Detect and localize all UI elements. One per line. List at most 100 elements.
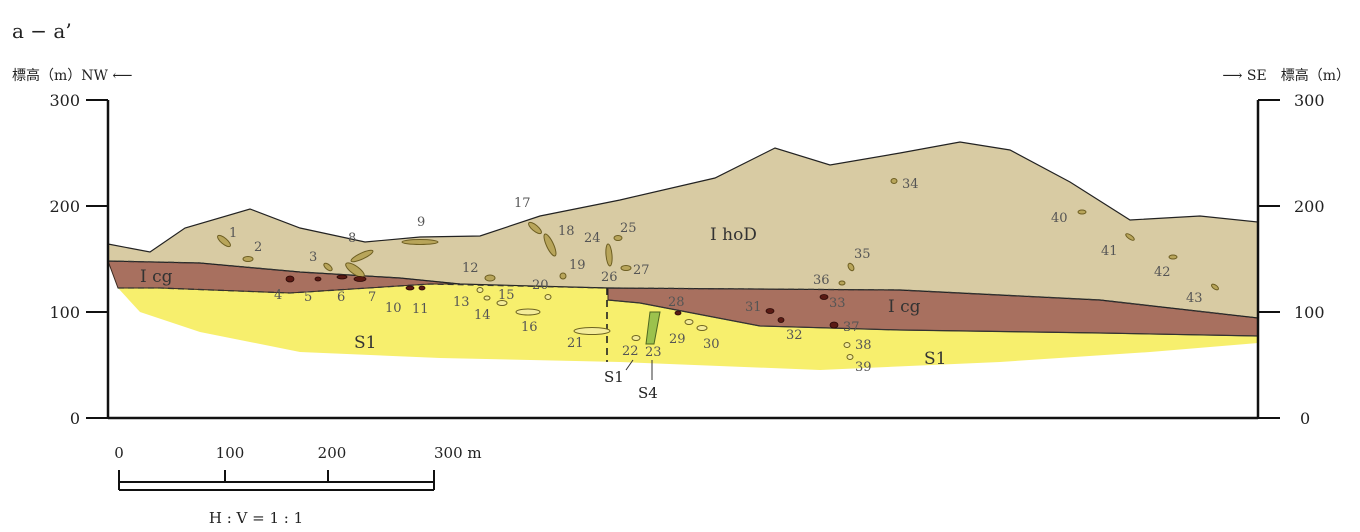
lens [496,300,508,306]
sample-number: 34 [902,177,919,192]
unit-label-s4-bottom: S4 [638,384,658,402]
sample-number: 41 [1101,244,1118,259]
lens [543,233,557,257]
scale-ratio: H : V = 1 : 1 [209,509,303,527]
sample-number: 29 [669,332,686,347]
sample-number: 11 [412,302,429,317]
lens [285,275,295,283]
sample-number: 4 [274,288,282,303]
sample-number: 31 [745,300,762,315]
scale-label: 200 [318,444,347,462]
sample-number: 18 [558,224,575,239]
sample-number: 26 [601,270,618,285]
lens [573,327,611,335]
lens [1077,209,1087,215]
boundary-dashed-lower [118,283,607,294]
sample-number: 32 [786,328,803,343]
lens [1211,283,1219,291]
sample-number: 20 [532,278,549,293]
sample-number: 36 [813,273,830,288]
lens [242,256,254,262]
lens [544,294,552,300]
boundary-dashed-upper [107,260,1259,319]
lens [613,235,623,241]
sample-number: 43 [1186,291,1203,306]
sample-number: 19 [569,258,586,273]
lens [605,243,613,267]
lens [765,308,775,314]
sample-number: 9 [417,215,425,230]
unit-label-s1-right: S1 [924,349,946,369]
sample-number: 40 [1051,211,1068,226]
sample-number: 16 [521,320,538,335]
lens [846,354,854,360]
lens [528,221,542,235]
lens [684,319,694,325]
unit-label-s1-left: S1 [354,333,376,353]
lens [620,265,632,271]
leader-line [625,359,634,371]
lens [217,234,231,248]
sample-number: 22 [622,344,639,359]
sample-number: 14 [474,308,491,323]
layer-s4 [645,311,661,345]
sample-number: 24 [584,231,601,246]
y-tick-label: 300 [1294,91,1325,110]
sample-number: 30 [703,337,720,352]
scale-label: 100 [216,444,245,462]
lens [353,276,367,282]
lens [401,239,439,245]
unit-label-cg-right: Ⅰ cg [888,297,921,317]
sample-number: 2 [254,240,262,255]
lens [890,178,898,184]
lens [314,276,322,282]
sample-number: 10 [385,301,402,316]
lens [345,262,365,278]
sample-number-labels: 1 2 3 4 5 6 7 8 9 10 11 12 13 14 15 16 1… [229,177,1203,375]
lens [696,325,708,331]
lens [829,321,839,329]
sample-number: 13 [453,295,470,310]
sample-lenses [217,178,1219,360]
sample-number: 27 [633,263,650,278]
sample-number: 5 [304,290,312,305]
sample-number: 23 [645,345,662,360]
unit-label-cg-left: Ⅰ cg [140,267,173,287]
layer-s1 [118,284,1258,370]
lens [476,287,484,293]
sample-number: 3 [309,250,317,265]
lens [847,262,855,272]
sample-number: 1 [229,226,237,241]
sample-number: 17 [514,196,531,211]
left-axis: 300 200 100 0 [49,91,110,428]
sample-number: 42 [1154,265,1171,280]
sample-number: 15 [498,288,515,303]
lens [418,285,426,291]
sample-number: 28 [668,295,685,310]
sample-number: 12 [462,261,479,276]
lens [1168,254,1178,260]
scale-label: 0 [114,444,124,462]
unit-label-s1-bottom: S1 [604,368,624,386]
y-tick-label: 0 [1300,409,1310,428]
lens [515,308,541,316]
lens [559,272,567,280]
lens [674,310,682,316]
lens [484,274,496,282]
lens [405,285,415,291]
y-tick-label: 200 [1294,197,1325,216]
lens [350,249,374,263]
sample-number: 35 [854,247,871,262]
right-axis: 300 200 100 0 [1256,91,1325,428]
right-axis-title: ⟶ SE 標高（m） [1222,67,1350,84]
sample-number: 7 [368,290,376,305]
lens [323,262,333,272]
unit-label-hod: Ⅰ hoD [710,225,757,245]
sample-number: 6 [337,290,345,305]
sample-number: 8 [348,231,356,246]
left-axis-title: 標高（m）NW ⟵ [12,67,132,84]
lens [819,294,829,300]
scale-bar: 0 100 200 300 m H : V = 1 : 1 [114,444,481,527]
sample-number: 25 [620,221,637,236]
